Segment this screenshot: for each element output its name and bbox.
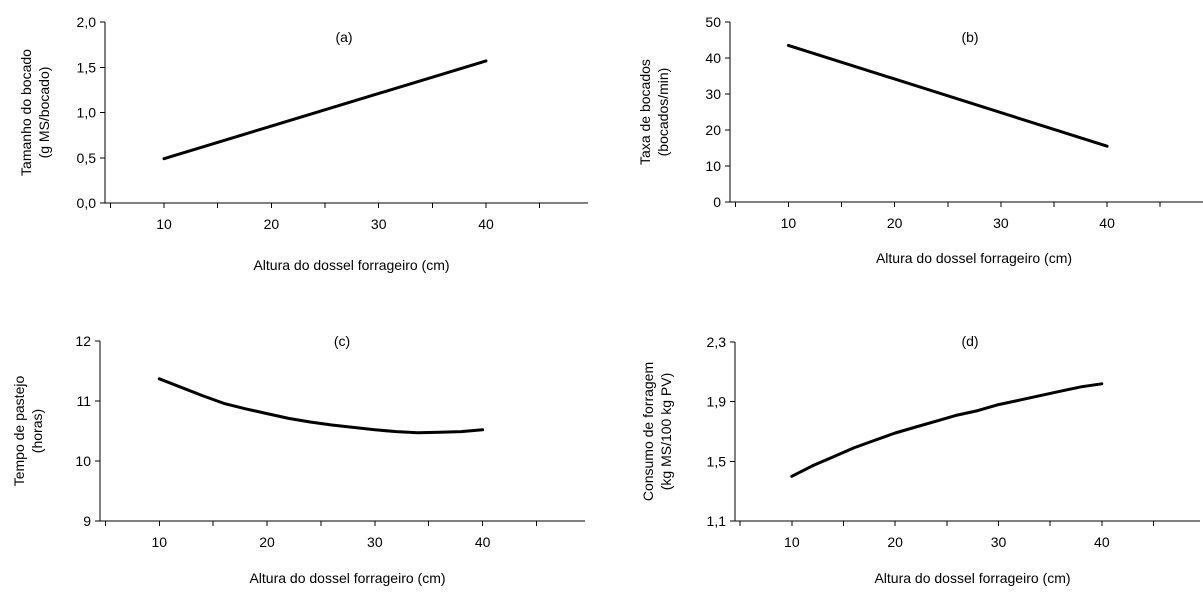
x-tick-label-b: 30 [993, 215, 1009, 231]
x-tick-label-d: 40 [1094, 534, 1110, 550]
y-axis-label-a-line2: (g MS/bocado) [36, 67, 52, 159]
x-tick-label-a: 40 [478, 216, 494, 232]
y-tick-label-a: 2,0 [77, 14, 97, 30]
y-axis-label-a-line1: Tamanho do bocado [18, 49, 34, 176]
y-tick-label-a: 1,5 [77, 59, 97, 75]
y-tick-label-d: 1,5 [707, 453, 727, 469]
y-tick-label-c: 10 [75, 453, 91, 469]
x-tick-label-c: 40 [475, 534, 491, 550]
y-tick-label-a: 0,5 [77, 150, 97, 166]
panel-label-b: (b) [961, 29, 978, 45]
y-axis-label-b-line2: (bocados/min) [655, 68, 671, 157]
x-tick-label-b: 20 [887, 215, 903, 231]
x-tick-label-b: 10 [781, 215, 797, 231]
x-tick-label-a: 20 [264, 216, 280, 232]
x-tick-label-d: 20 [887, 534, 903, 550]
panel-label-d: (d) [961, 333, 978, 349]
y-tick-label-b: 0 [713, 194, 721, 210]
y-axis-label-d-line1: Consumo de forragem [640, 362, 656, 501]
panel-a: 0,0 0,5 1,0 1,5 2,0 10 20 30 40 Altura do dossel … [18, 14, 588, 273]
x-tick-label-a: 30 [371, 216, 387, 232]
panel-d: 1,1 1,5 1,9 2,3 10 20 30 40 Altura do dossel for… [640, 333, 1200, 586]
y-axis-label-c-line1: Tempo de pastejo [11, 376, 27, 487]
y-tick-label-b: 20 [705, 122, 721, 138]
panel-label-a: (a) [335, 29, 352, 45]
y-tick-label-d: 2,3 [707, 334, 727, 350]
x-tick-label-c: 30 [367, 534, 383, 550]
x-tick-label-a: 10 [156, 216, 172, 232]
y-tick-label-b: 40 [705, 50, 721, 66]
series-line-a [162, 59, 488, 161]
x-axis-label-c: Altura do dossel forrageiro (cm) [249, 570, 445, 586]
panel-label-c: (c) [334, 333, 350, 349]
x-tick-label-d: 30 [991, 534, 1007, 550]
y-axis-label-c-line2: (horas) [29, 409, 45, 453]
x-axis-label-a: Altura do dossel forrageiro (cm) [253, 257, 449, 273]
series-line-b [786, 43, 1109, 148]
x-axis-label-d: Altura do dossel forrageiro (cm) [874, 570, 1070, 586]
y-tick-label-b: 50 [705, 14, 721, 30]
y-tick-label-a: 1,0 [77, 105, 97, 121]
y-tick-label-c: 11 [76, 393, 91, 409]
y-axis-label-b-line1: Taxa de bocados [637, 59, 653, 165]
panel-c: 9 10 11 12 10 20 30 40 Altura do dossel forragei… [11, 333, 585, 586]
y-tick-label-d: 1,1 [707, 513, 727, 529]
series-line-d [790, 382, 1104, 478]
y-tick-label-b: 30 [705, 86, 721, 102]
series-line-c [157, 377, 485, 435]
y-axis-label-d-line2: (kg MS/100 kg PV) [658, 373, 674, 491]
x-axis-label-b: Altura do dossel forrageiro (cm) [876, 250, 1072, 266]
panel-b: 0 10 20 30 40 50 10 20 30 40 Altura do dossel forr… [637, 14, 1203, 266]
x-tick-label-c: 20 [259, 534, 275, 550]
x-tick-label-c: 10 [151, 534, 167, 550]
y-tick-label-a: 0,0 [77, 195, 97, 211]
y-tick-label-d: 1,9 [707, 394, 727, 410]
y-tick-label-c: 9 [83, 513, 91, 529]
y-tick-label-b: 10 [705, 158, 721, 174]
x-tick-label-d: 10 [784, 534, 800, 550]
y-tick-label-c: 12 [75, 333, 91, 349]
x-tick-label-b: 40 [1099, 215, 1115, 231]
